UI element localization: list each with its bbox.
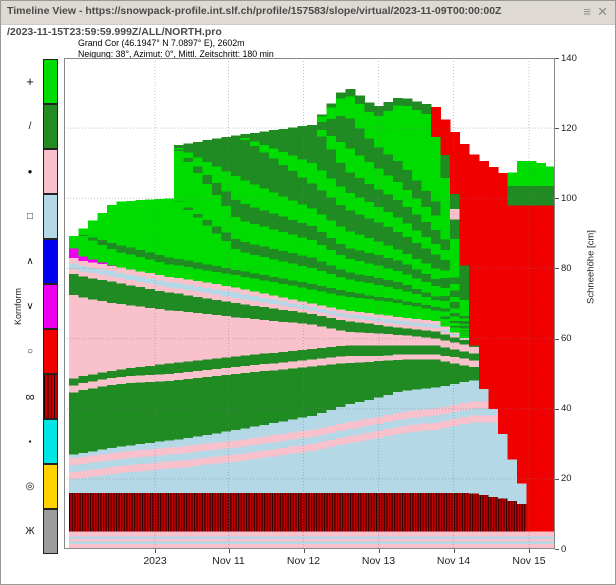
legend-swatch-faceted-crystals [43, 194, 58, 239]
y-tick-mark [555, 198, 559, 200]
legend-symbol-machine-made-icon: ◎ [25, 480, 35, 492]
legend-symbol-faceted-crystals-icon: □ [26, 210, 34, 222]
x-tick-mark [378, 549, 380, 553]
x-tick-mark [228, 549, 230, 553]
station-name: Grand Cor (46.1947° N 7.0897° E), 2602m [78, 38, 245, 48]
legend-swatch-melt-freeze-crust [43, 374, 58, 419]
x-tick-label: 2023 [143, 555, 167, 567]
legend-swatch-precipitation-particles [43, 59, 58, 104]
close-icon[interactable]: ✕ [597, 4, 608, 19]
title-bar: Timeline View - https://snowpack-profile… [1, 1, 615, 25]
x-tick-mark [155, 549, 156, 553]
window-title-line1: Timeline View - https://snowpack-profile… [7, 5, 502, 17]
y-tick-mark [555, 478, 559, 480]
y-tick-mark [555, 128, 559, 130]
window-title-line2: /2023-11-15T23:59:59.999Z/ALL/NORTH.pro [7, 26, 222, 38]
y-tick-label: 100 [561, 192, 577, 204]
legend-swatch-unknown [43, 509, 58, 554]
legend-swatch-rounded-grains [43, 149, 58, 194]
y-tick-label: 80 [561, 262, 572, 274]
x-tick-label: Nov 11 [212, 555, 245, 567]
y-tick-mark [555, 408, 559, 410]
legend-swatch-ice-formation [43, 419, 58, 464]
legend-swatch-depth-hoar [43, 239, 58, 284]
x-tick-label: Nov 12 [286, 555, 321, 567]
legend-symbol-surface-hoar-icon: ∨ [26, 300, 34, 312]
y-tick-mark [555, 338, 559, 340]
y-tick-label: 60 [561, 333, 572, 345]
y-tick-label: 140 [561, 52, 577, 64]
plot-border [64, 58, 555, 549]
legend-symbol-precipitation-particles-icon: + [26, 73, 34, 89]
y-tick-label: 20 [561, 473, 572, 485]
legend-swatch-surface-hoar [43, 284, 58, 329]
y-tick-label: 120 [561, 122, 577, 134]
legend-swatch-decomposing-fragmented [43, 104, 58, 149]
legend-symbol-unknown-icon: Ж [25, 525, 35, 537]
y-tick-mark [555, 549, 559, 550]
legend-swatch-machine-made [43, 464, 58, 509]
x-tick-mark [453, 549, 455, 553]
station-header: Grand Cor (46.1947° N 7.0897° E), 2602m … [78, 38, 274, 60]
legend-swatch-melt-forms [43, 329, 58, 374]
legend-symbol-melt-forms-icon: ○ [26, 345, 34, 357]
y-tick-mark [555, 268, 559, 270]
y-tick-label: 40 [561, 403, 572, 415]
x-tick-label: Nov 13 [361, 555, 396, 567]
legend-symbol-melt-freeze-crust-icon: ∞ [25, 388, 35, 404]
snowpack-svg [64, 58, 555, 549]
station-params: Neigung: 38°, Azimut: 0°, Mittl. Zeitsch… [78, 48, 274, 59]
y-tick-mark [555, 58, 559, 59]
legend-symbol-ice-formation-icon: ▪ [28, 436, 32, 446]
x-tick-mark [529, 549, 530, 553]
legend-symbol-depth-hoar-icon: ∧ [26, 255, 34, 267]
menu-icon[interactable]: ≡ [583, 4, 591, 19]
legend-symbol-decomposing-fragmented-icon: / [28, 120, 32, 132]
legend-symbol-rounded-grains-icon: ● [27, 166, 33, 176]
y-tick-label: 0 [561, 543, 567, 555]
snowpack-plot [64, 58, 555, 549]
x-tick-mark [303, 549, 305, 553]
x-tick-label: Nov 14 [436, 555, 471, 567]
x-tick-label: Nov 15 [512, 555, 546, 567]
